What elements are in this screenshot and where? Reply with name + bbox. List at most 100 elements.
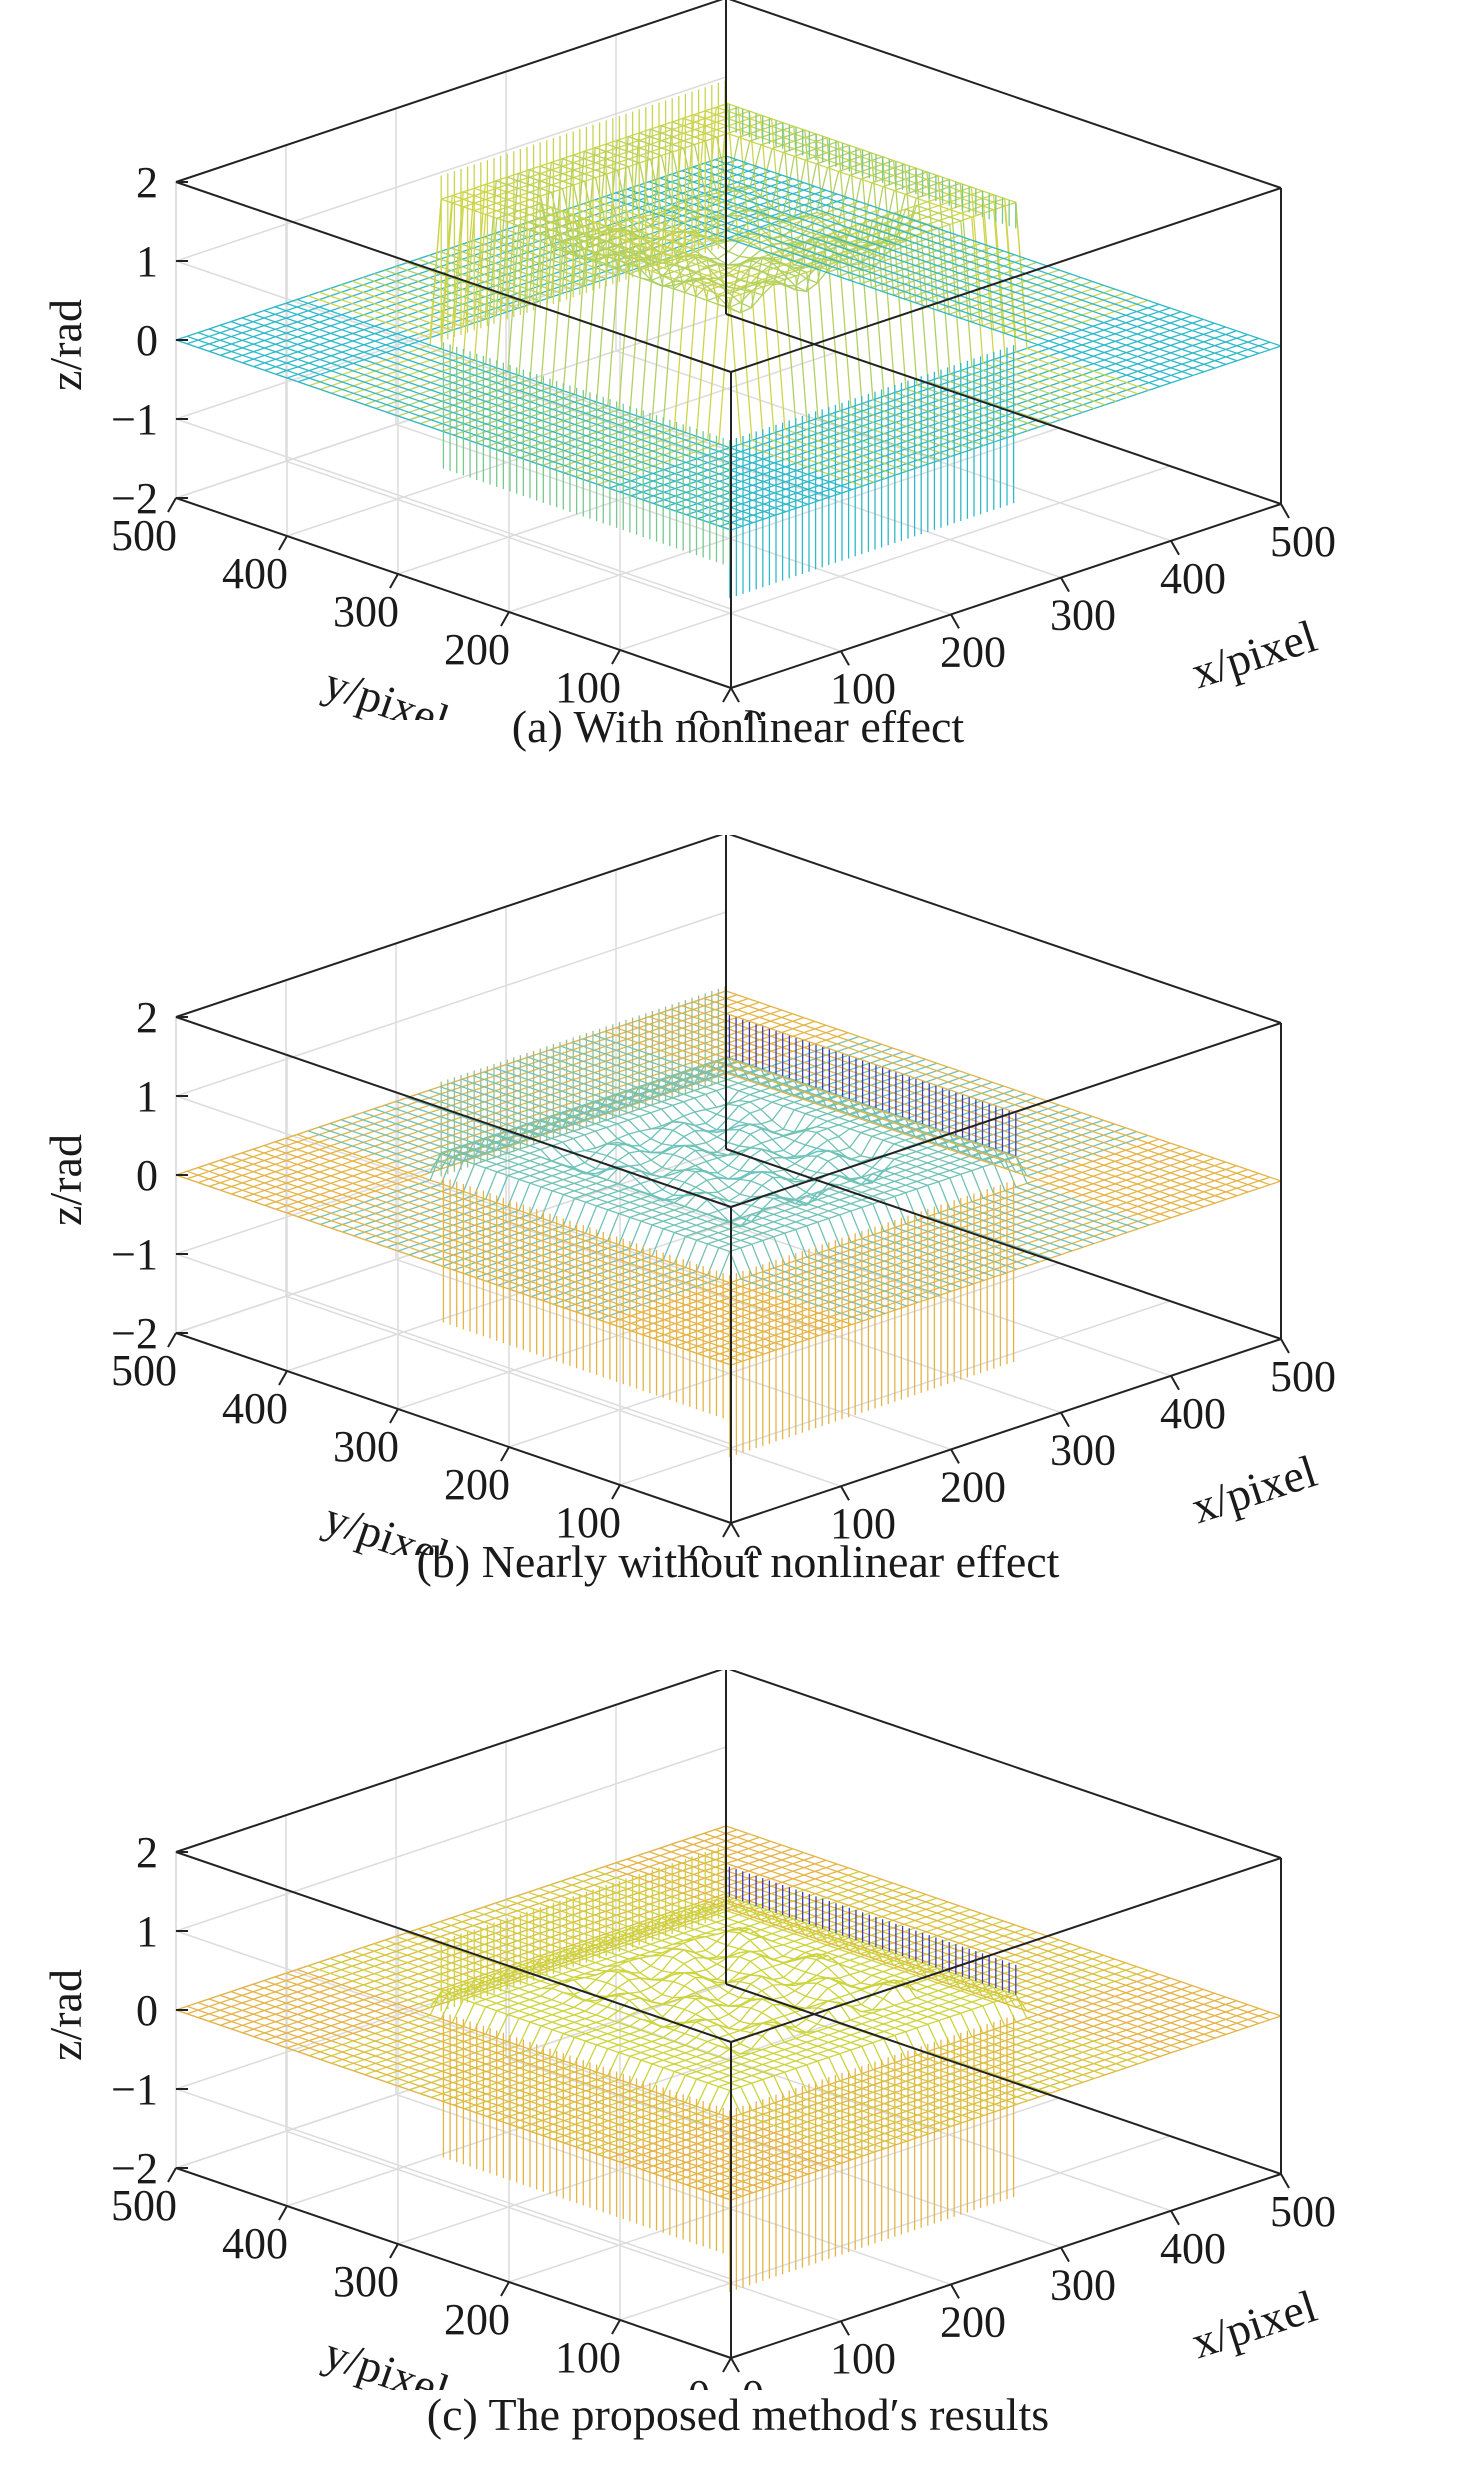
z-tick-label: −2 — [111, 2144, 158, 2193]
mesh-line — [703, 1832, 1260, 2024]
mesh-line — [703, 997, 1260, 1189]
mesh-line — [582, 1038, 1139, 1230]
x-tick-mark — [1060, 1412, 1070, 1428]
x-tick-label: 300 — [1050, 1426, 1116, 1475]
mesh-line — [428, 1924, 985, 2116]
y-tick-label: 100 — [555, 2333, 621, 2382]
y-tick-mark — [722, 1522, 732, 1538]
z-tick-label: −2 — [111, 474, 158, 523]
x-tick-mark — [1060, 2247, 1070, 2263]
z-tick-label: 2 — [136, 158, 158, 207]
mesh-line — [450, 150, 1007, 439]
mesh-line — [516, 1895, 1073, 2087]
mesh-line — [362, 1111, 919, 1304]
mesh-line — [549, 117, 1106, 406]
y-tick-label: 100 — [555, 1498, 621, 1547]
y-tick-mark — [167, 497, 177, 513]
mesh-line — [175, 1174, 732, 1366]
mesh-line — [307, 1965, 864, 2157]
mesh-line — [593, 102, 1150, 391]
y-tick-mark — [500, 2281, 510, 2297]
mesh-line — [483, 1906, 1040, 2098]
mesh-line — [582, 1873, 1139, 2065]
mesh-line — [384, 1939, 941, 2131]
mesh-line — [340, 187, 897, 476]
ticks: 0 100 200 300 400 500 0 100 200 300 400 500 2 1 0 −1 −2 — [111, 1828, 1336, 2390]
grid-line — [285, 2130, 842, 2322]
z-tick-label: 0 — [136, 1986, 158, 2035]
mesh-line — [439, 1921, 996, 2113]
mesh-line — [527, 1891, 1084, 2083]
box-edge — [175, 497, 732, 689]
mesh-line — [714, 994, 1271, 1186]
grid-line — [285, 460, 842, 652]
mesh-line — [274, 306, 831, 498]
y-tick-label: 400 — [222, 549, 288, 598]
mesh-line — [505, 1063, 1062, 1256]
mesh-line — [340, 1119, 897, 1311]
mesh-line — [604, 1030, 1161, 1223]
mesh-line — [681, 1005, 1238, 1197]
x-tick-label: 200 — [940, 2297, 1006, 2346]
mesh-line — [560, 1045, 1117, 1237]
mesh-line — [320, 1039, 871, 1226]
mesh-line — [230, 1990, 787, 2183]
grid-line — [508, 427, 1060, 613]
chart-panel-b: 0 100 200 300 400 500 0 100 200 300 400 500 2 1 0 −1 −2 x… — [0, 835, 1476, 1655]
box-edge — [175, 1851, 732, 2043]
y-tick-mark — [389, 1408, 399, 1424]
mesh-line — [329, 1957, 886, 2150]
mesh-line — [692, 1001, 1249, 1193]
edge-spikes — [440, 80, 1017, 599]
x-tick-label: 400 — [1160, 2224, 1226, 2273]
mesh-line — [373, 1108, 930, 1300]
mesh-line — [263, 309, 820, 502]
x-tick-label: 400 — [1160, 554, 1226, 603]
x-tick-mark — [840, 2320, 850, 2336]
mesh-line — [615, 1862, 1172, 2054]
box-edge — [730, 1338, 1282, 1524]
y-tick-mark — [167, 1332, 177, 1348]
mesh-line — [626, 1023, 1183, 1215]
mesh-line — [230, 1155, 787, 1348]
y-tick-label: 0 — [688, 1536, 710, 1555]
z-tick-label: 1 — [136, 1907, 158, 1956]
mesh-line — [560, 1880, 1117, 2072]
mesh-line — [318, 1961, 875, 2153]
x-tick-mark — [730, 2357, 740, 2373]
mesh-line — [351, 183, 908, 472]
mesh-line — [395, 168, 952, 458]
grid-line — [508, 2097, 1060, 2283]
caption-a: (a) With nonlinear effect — [511, 701, 965, 752]
z-tick-label: −2 — [111, 1309, 158, 1358]
x-tick-label: 0 — [742, 1536, 764, 1555]
x-tick-label: 100 — [830, 1499, 896, 1548]
mesh-line — [384, 172, 941, 461]
x-tick-label: 200 — [940, 1462, 1006, 1511]
mesh-line — [505, 132, 1062, 421]
z-tick-label: 1 — [136, 237, 158, 286]
mesh-line — [219, 1159, 776, 1351]
z-tick-label: 2 — [136, 993, 158, 1042]
y-tick-mark — [278, 2205, 288, 2221]
x-tick-label: 500 — [1270, 517, 1336, 566]
mesh-line — [516, 1060, 1073, 1252]
mesh-line — [703, 162, 1260, 354]
mesh-line — [197, 1167, 754, 1359]
box-edge — [728, 1670, 1282, 1859]
grid-line — [285, 1295, 842, 1487]
mesh-line — [219, 324, 776, 516]
x-tick-label: 200 — [940, 627, 1006, 676]
mesh-line — [593, 1869, 1150, 2061]
x-tick-mark — [730, 687, 740, 703]
mesh-line — [571, 1876, 1128, 2069]
edge-spikes — [440, 986, 1017, 1457]
y-tick-label: 200 — [444, 625, 510, 674]
mesh-line — [320, 1874, 871, 2061]
caption-c: (c) The proposed method′s results — [426, 2389, 1050, 2440]
mesh-line — [549, 1049, 1106, 1241]
mesh-line — [428, 157, 985, 446]
x-tick-mark — [1280, 2173, 1290, 2189]
x-tick-mark — [1170, 2210, 1180, 2226]
box-edge — [725, 1983, 1282, 2175]
